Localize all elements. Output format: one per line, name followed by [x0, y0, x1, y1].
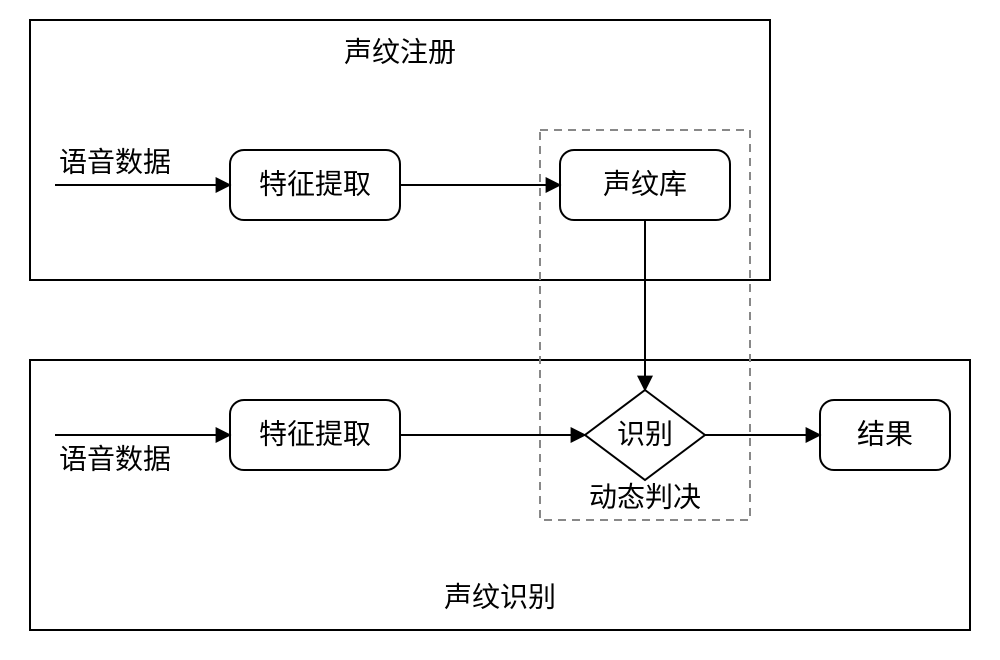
input-top-label: 语音数据 — [59, 146, 171, 178]
node-feat2: 特征提取 — [230, 400, 400, 470]
node-recog: 识别 — [585, 390, 705, 480]
dynamic-label: 动态判决 — [589, 481, 701, 513]
svg-text:声纹库: 声纹库 — [603, 168, 687, 200]
input-bottom-label: 语音数据 — [59, 443, 171, 475]
recognize-title: 声纹识别 — [444, 581, 556, 613]
node-result: 结果 — [820, 400, 950, 470]
node-db: 声纹库 — [560, 150, 730, 220]
edges-group — [55, 185, 820, 435]
register-title: 声纹注册 — [344, 36, 456, 68]
svg-text:结果: 结果 — [857, 418, 913, 450]
svg-text:特征提取: 特征提取 — [259, 418, 371, 450]
node-feat1: 特征提取 — [230, 150, 400, 220]
svg-text:识别: 识别 — [617, 419, 673, 450]
svg-text:特征提取: 特征提取 — [259, 168, 371, 200]
